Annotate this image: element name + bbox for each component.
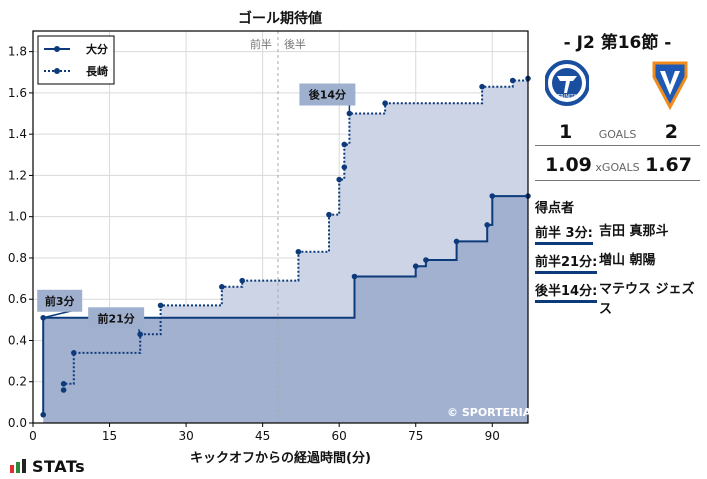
goals-row: 1 GOALS 2 [535, 121, 700, 146]
data-point-away [336, 176, 342, 183]
legend-label-away: 長崎 [86, 64, 108, 78]
annotation-box [88, 307, 145, 330]
data-point-away [137, 331, 143, 338]
scorer-time: 後半14分: [535, 280, 598, 303]
legend-marker-home [54, 46, 60, 52]
x-tick-label: 75 [408, 429, 423, 443]
plot-frame [32, 30, 529, 424]
stats-brand-text: STATs [32, 457, 86, 476]
stats-brand: STATs [10, 457, 85, 476]
home-goals: 1 [559, 121, 573, 143]
y-tick-label: 0.8 [8, 251, 27, 265]
data-point-away [60, 387, 67, 393]
x-tick-label: 45 [255, 429, 270, 443]
annotation-box [299, 83, 356, 106]
scorers-title: 得点者 [535, 201, 575, 216]
copyright: © SPORTERIA [447, 406, 532, 419]
annotation-box [37, 289, 83, 312]
y-tick-label: 1.6 [8, 86, 27, 100]
xg-row: 1.09 xGOALS 1.67 [535, 154, 700, 181]
data-point-away [219, 284, 225, 290]
home-xg: 1.09 [545, 154, 592, 176]
data-point-away [509, 77, 516, 84]
x-tick-label: 90 [485, 429, 500, 443]
annotation-label: 後14分 [309, 88, 346, 102]
half-label-second: 後半 [284, 37, 306, 51]
data-point-home [40, 411, 47, 418]
match-panel: - J2 第16節 - TRINITA 1 GOALS 2 1.09 xGOAL… [535, 28, 700, 320]
away-xg: 1.67 [645, 154, 692, 176]
home-team-logo: TRINITA [545, 60, 589, 106]
y-tick-label: 0.4 [8, 333, 27, 347]
scorer-time: 前半 3分: [535, 222, 593, 245]
data-point-home [412, 263, 419, 270]
data-point-away [71, 350, 77, 356]
scorer-name: 吉田 真那斗 [599, 224, 669, 239]
annotation-label: 前3分 [45, 294, 75, 308]
scorer-item: 後半14分: マテウス ジェズス [535, 280, 700, 320]
annotation-label: 前21分 [98, 311, 135, 325]
y-tick-label: 1.0 [8, 210, 27, 224]
data-point-away [157, 302, 164, 309]
data-point-home [423, 257, 429, 263]
data-point-home [453, 238, 460, 245]
data-point-away [382, 100, 388, 107]
x-tick-label: 15 [102, 429, 117, 443]
data-point-away [479, 83, 485, 90]
scorer-time: 前半21分: [535, 251, 598, 274]
chart-title: ゴール期待値 [238, 11, 322, 27]
data-point-home [40, 314, 47, 321]
stats-bars-icon [10, 459, 26, 473]
data-point-home [484, 222, 490, 228]
y-tick-label: 0.0 [8, 416, 27, 430]
legend-box [37, 35, 115, 85]
data-point-away [239, 277, 246, 284]
y-tick-label: 0.6 [8, 292, 27, 306]
y-tick-label: 1.8 [8, 45, 27, 59]
legend-marker-away [54, 68, 60, 74]
half-label-first: 前半 [250, 37, 272, 51]
data-point-away [295, 248, 302, 255]
scorer-item: 前半21分: 増山 朝陽 [535, 251, 700, 274]
data-point-away [341, 141, 348, 148]
scorer-name: 増山 朝陽 [599, 253, 656, 268]
area-home [43, 196, 528, 423]
team-logos: TRINITA [535, 59, 700, 115]
x-tick-label: 30 [178, 429, 193, 443]
home-logo-text: TRINITA [556, 94, 577, 100]
x-tick-label: 0 [29, 429, 37, 443]
legend-label-home: 大分 [86, 42, 108, 56]
x-tick-label: 60 [332, 429, 347, 443]
away-goals: 2 [664, 121, 678, 143]
away-team-logo [652, 61, 688, 111]
y-tick-label: 1.4 [8, 127, 27, 141]
y-tick-label: 0.2 [8, 375, 27, 389]
scorer-item: 前半 3分: 吉田 真那斗 [535, 222, 700, 245]
data-point-home [489, 193, 496, 199]
goals-label: GOALS [598, 128, 637, 141]
data-point-away [326, 211, 332, 218]
scorer-name: マテウス ジェズス [599, 282, 695, 317]
x-axis-label: キックオフからの経過時間(分) [190, 450, 371, 466]
y-tick-label: 1.2 [8, 168, 27, 182]
data-point-home [351, 273, 358, 280]
match-title: - J2 第16節 - [563, 33, 672, 53]
data-point-away [341, 164, 348, 170]
xg-label: xGOALS [595, 161, 640, 174]
data-point-away [60, 381, 67, 387]
